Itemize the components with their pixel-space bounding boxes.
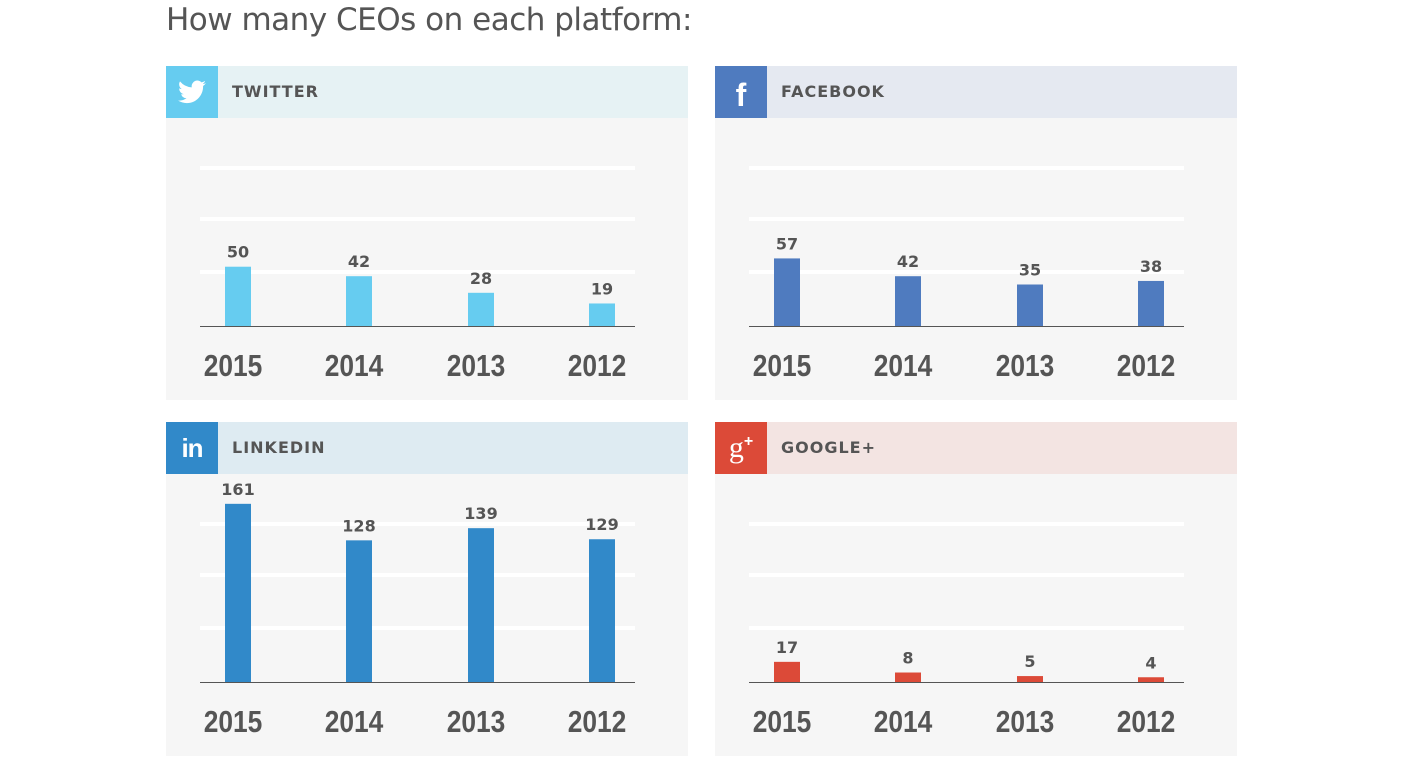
facebook-f-icon: f <box>715 66 767 118</box>
data-label: 28 <box>470 269 492 288</box>
bar-chart: 50 2015 42 2014 28 2013 19 2012 <box>200 166 635 384</box>
data-label: 128 <box>342 516 375 535</box>
bar-2013 <box>468 528 494 682</box>
bar-2014 <box>346 540 372 682</box>
panel-header: g+ GOOGLE+ <box>715 422 1237 474</box>
bar-2012 <box>1138 280 1164 326</box>
gridline <box>749 166 1184 170</box>
gridline <box>200 166 635 170</box>
bar-2015 <box>225 503 251 682</box>
data-label: 8 <box>902 649 913 668</box>
gridline <box>749 626 1184 630</box>
bar-2012 <box>589 303 615 326</box>
gridline <box>200 626 635 630</box>
x-tick-label: 2014 <box>874 349 933 383</box>
data-label: 139 <box>464 504 497 523</box>
bar-2014 <box>895 672 921 682</box>
x-tick-label: 2013 <box>996 349 1055 383</box>
platform-name: GOOGLE+ <box>781 438 876 457</box>
x-tick-label: 2015 <box>204 349 263 383</box>
x-tick-label: 2015 <box>753 705 812 739</box>
panel-header: f FACEBOOK <box>715 66 1237 118</box>
data-label: 42 <box>897 252 919 271</box>
data-label: 38 <box>1140 257 1162 276</box>
platform-name: TWITTER <box>232 82 319 101</box>
data-label: 129 <box>585 515 618 534</box>
x-tick-label: 2015 <box>204 705 263 739</box>
chart-panel-linkedin: in LINKEDIN 161 2015 128 2014 139 2013 129 2012 <box>166 422 688 756</box>
gridline <box>749 270 1184 274</box>
page-title: How many CEOs on each platform: <box>166 2 692 38</box>
bar-chart: 161 2015 128 2014 139 2013 129 2012 <box>200 480 635 740</box>
gridline <box>749 573 1184 577</box>
data-label: 35 <box>1019 261 1041 280</box>
twitter-bird-icon <box>166 66 218 118</box>
bar-2014 <box>346 276 372 326</box>
chart-panel-twitter: TWITTER 50 2015 42 2014 28 2013 19 2012 <box>166 66 688 400</box>
google-plus-icon: g+ <box>715 422 767 474</box>
bar-chart: 57 2015 42 2014 35 2013 38 2012 <box>749 166 1184 384</box>
data-label: 50 <box>227 243 249 262</box>
x-tick-label: 2013 <box>447 349 506 383</box>
platform-name: FACEBOOK <box>781 82 885 101</box>
x-tick-label: 2012 <box>1117 349 1176 383</box>
data-label: 19 <box>591 279 613 298</box>
gridline <box>200 522 635 526</box>
gridline <box>200 217 635 221</box>
data-label: 5 <box>1024 652 1035 671</box>
x-tick-label: 2014 <box>325 705 384 739</box>
bar-2015 <box>225 266 251 326</box>
gridline <box>200 573 635 577</box>
platform-name: LINKEDIN <box>232 438 326 457</box>
x-tick-label: 2012 <box>568 349 627 383</box>
data-label: 161 <box>221 480 254 499</box>
gridline <box>200 270 635 274</box>
x-tick-label: 2014 <box>874 705 933 739</box>
x-tick-label: 2015 <box>753 349 812 383</box>
bar-chart: 17 2015 8 2014 5 2013 4 2012 <box>749 522 1184 740</box>
bar-2015 <box>774 258 800 326</box>
chart-panel-facebook: f FACEBOOK 57 2015 42 2014 35 2013 38 2012 <box>715 66 1237 400</box>
bar-2013 <box>468 292 494 326</box>
panel-header: TWITTER <box>166 66 688 118</box>
x-tick-label: 2013 <box>447 705 506 739</box>
gridline <box>749 522 1184 526</box>
bar-2014 <box>895 276 921 326</box>
data-label: 57 <box>776 234 798 253</box>
x-tick-label: 2014 <box>325 349 384 383</box>
x-tick-label: 2012 <box>1117 705 1176 739</box>
gridline <box>749 217 1184 221</box>
data-label: 17 <box>776 638 798 657</box>
bar-2012 <box>589 539 615 682</box>
x-tick-label: 2012 <box>568 705 627 739</box>
bar-2013 <box>1017 676 1043 682</box>
linkedin-in-icon: in <box>166 422 218 474</box>
data-label: 42 <box>348 252 370 271</box>
bar-2015 <box>774 661 800 682</box>
data-label: 4 <box>1145 653 1156 672</box>
bar-2012 <box>1138 677 1164 682</box>
x-tick-label: 2013 <box>996 705 1055 739</box>
bar-2013 <box>1017 284 1043 326</box>
chart-panel-google-plus: g+ GOOGLE+ 17 2015 8 2014 5 2013 4 2012 <box>715 422 1237 756</box>
panel-header: in LINKEDIN <box>166 422 688 474</box>
